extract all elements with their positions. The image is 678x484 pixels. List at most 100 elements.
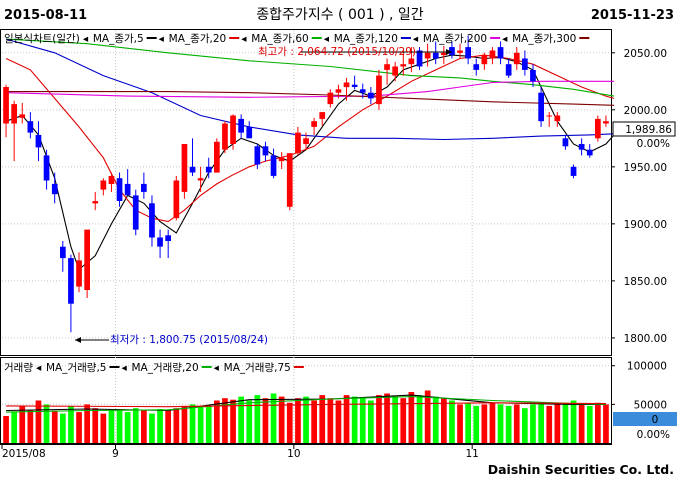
candle-body (3, 87, 9, 124)
candle-body (603, 121, 609, 124)
candle-body (578, 144, 585, 150)
volume-tick-label: 50000 (634, 399, 667, 411)
price-tick-label: 2050.00 (624, 48, 667, 60)
volume-bar (513, 404, 520, 443)
volume-bar (522, 408, 528, 443)
candle-body (246, 126, 253, 139)
volume-bar (149, 413, 155, 443)
volume-bar (205, 405, 212, 443)
candle-body (351, 84, 358, 87)
volume-bar (530, 404, 536, 443)
candle-body (238, 118, 244, 133)
volume-bar (189, 404, 196, 443)
price-legend-item: 일본식차트(일간) (4, 32, 80, 45)
high-label: 최고가 : 2,064.72 (2015/10/29) (258, 46, 416, 58)
volume-bar (262, 398, 269, 443)
volume-bar (295, 398, 301, 443)
volume-bar (351, 396, 358, 443)
change-pct: 0.00% (637, 138, 670, 150)
low-annotation: 최저가 : 1,800.75 (2015/08/24) (75, 334, 268, 346)
candle-body (505, 64, 512, 76)
candle-body (384, 64, 390, 70)
price-ma-line (6, 38, 615, 97)
price-tick-label: 1850.00 (624, 276, 667, 288)
candle-body (522, 58, 528, 70)
candle-body (376, 75, 382, 105)
volume-bar (141, 410, 147, 443)
volume-bar (246, 400, 253, 443)
candle-body (311, 121, 317, 127)
candle-body (286, 153, 293, 207)
price-ma-line (6, 80, 615, 98)
volume-legend-item: 거래량 (4, 362, 33, 374)
volume-legend-separator: ◂ (36, 362, 42, 374)
volume-bar (222, 398, 228, 443)
volume-bar (335, 400, 342, 443)
price-ma-line (5, 38, 615, 141)
candle-body (197, 178, 204, 181)
candle-body (497, 47, 504, 59)
volume-ma-line (6, 402, 606, 408)
price-legend-separator: ◂ (241, 33, 247, 45)
volume-bar (214, 400, 220, 443)
volume-bar (432, 396, 439, 443)
candle-body (230, 115, 236, 144)
candle-body (214, 141, 220, 173)
volume-bar (124, 412, 131, 443)
current-price-box: 1,989.86 (612, 121, 676, 137)
volume-bar (165, 410, 171, 443)
volume-bar (400, 398, 407, 443)
volume-bar (157, 409, 163, 443)
candle-body (189, 166, 196, 173)
volume-panel-frame (0, 357, 612, 444)
candle-body (173, 180, 180, 219)
candle-body (400, 64, 407, 67)
volume-bar (116, 410, 123, 443)
candle-body (546, 115, 553, 117)
price-legend-separator: ◂ (502, 33, 508, 45)
candle-body (181, 144, 188, 192)
volume-bar (100, 413, 107, 443)
volume-bar (108, 409, 115, 443)
volume-ma-line (6, 396, 606, 413)
volume-bar (197, 407, 204, 443)
volume-bar (270, 393, 277, 443)
volume-pct: 0.00% (637, 429, 670, 441)
month-label: 10 (287, 448, 300, 460)
candle-body (100, 180, 107, 190)
volume-bar (19, 405, 26, 443)
volume-bar (278, 396, 285, 443)
candle-body (68, 258, 74, 304)
volume-tick-label: 100000 (627, 361, 667, 373)
candle-body (132, 195, 139, 230)
volume-bar (51, 410, 58, 443)
candle-body (449, 47, 455, 56)
volume-bar (489, 402, 496, 443)
x-axis-labels: 2015/08 9 10 11 (1, 444, 479, 460)
volume-bar (254, 395, 261, 443)
volume-bar (368, 400, 374, 443)
candle-body (335, 89, 342, 93)
volume-bar (43, 404, 50, 443)
end-date: 2015-11-23 (591, 8, 674, 23)
price-tick-label: 2000.00 (624, 105, 667, 117)
volume-bar (497, 404, 504, 443)
candle-body (319, 112, 326, 119)
candle-body (76, 260, 82, 287)
candle-body (392, 66, 398, 76)
volume-bar (68, 405, 74, 443)
volume-bar (60, 413, 66, 443)
candle-body (124, 183, 131, 196)
volume-bar (76, 412, 82, 443)
volume-bar (481, 404, 488, 443)
candle-body (513, 52, 520, 65)
price-legend-separator: ◂ (159, 33, 165, 45)
price-legend-item: MA_종가,20 (169, 33, 227, 45)
candle-body (262, 146, 269, 156)
volume-bar (441, 398, 447, 443)
candle-body (149, 203, 155, 238)
volume-legend-separator: ◂ (214, 362, 220, 374)
current-price: 1,989.86 (625, 124, 672, 136)
